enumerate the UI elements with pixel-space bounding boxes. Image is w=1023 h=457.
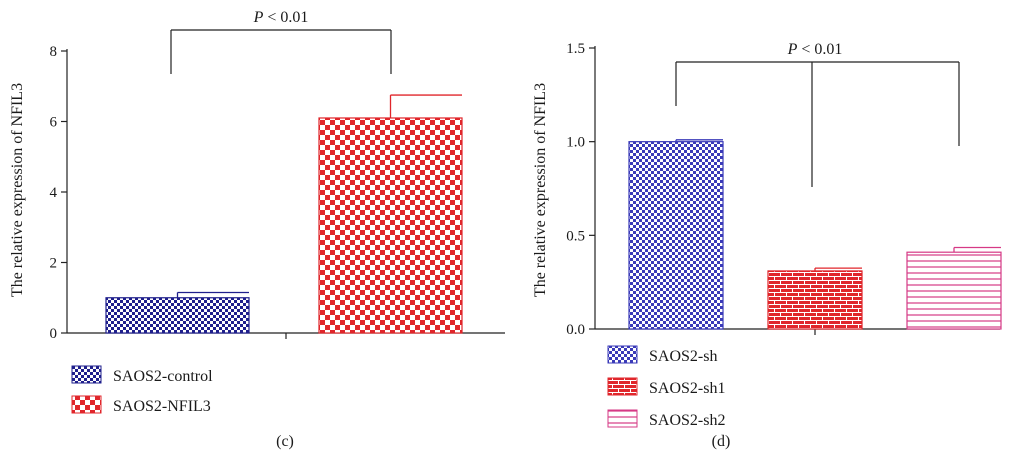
- legend-label: SAOS2-sh1: [649, 380, 725, 397]
- legend: SAOS2-control SAOS2-NFIL3: [71, 365, 213, 415]
- p-symbol: P: [787, 41, 798, 58]
- legend-swatch: [71, 365, 102, 384]
- y-tick-label: 6: [50, 115, 58, 131]
- y-tick-label: 4: [50, 185, 58, 201]
- y-tick-label: 8: [50, 44, 58, 60]
- bar-SAOS2-sh1: [767, 270, 863, 330]
- p-threshold: < 0.01: [797, 41, 842, 58]
- legend-label: SAOS2-NFIL3: [113, 398, 211, 415]
- legend: SAOS2-sh SAOS2-sh1 SAOS2-sh2: [607, 345, 725, 429]
- bars: [628, 139, 1002, 330]
- y-tick-label: 1.5: [566, 41, 585, 57]
- p-value-label: P < 0.01: [253, 9, 309, 26]
- bar-SAOS2-control: [105, 297, 250, 334]
- panel-label: (d): [712, 433, 731, 450]
- p-symbol: P: [253, 9, 264, 26]
- y-axis-label: The relative expression of NFIL3: [9, 83, 26, 297]
- y-tick-label: 1.0: [566, 135, 585, 151]
- legend-label: SAOS2-sh2: [649, 412, 725, 429]
- y-tick-label: 0.0: [566, 322, 585, 338]
- significance-bracket: P < 0.01: [170, 9, 392, 74]
- bar-SAOS2-sh: [628, 141, 724, 330]
- panel-d: The relative expression of NFIL3 0.0 0.5 1…: [532, 41, 1002, 450]
- bar-SAOS2-NFIL3: [318, 117, 463, 334]
- y-tick-label: 2: [50, 256, 58, 272]
- y-axis-label: The relative expression of NFIL3: [532, 83, 549, 297]
- panel-label: (c): [276, 433, 294, 450]
- significance-bracket: P < 0.01: [675, 41, 960, 187]
- legend-swatch: [71, 395, 102, 414]
- y-tick-label: 0: [50, 326, 58, 342]
- p-threshold: < 0.01: [263, 9, 308, 26]
- legend-swatch: [607, 377, 638, 396]
- legend-label: SAOS2-sh: [649, 348, 717, 365]
- p-value-label: P < 0.01: [787, 41, 843, 58]
- legend-swatch: [607, 409, 638, 428]
- bars: [105, 94, 463, 334]
- panel-c: The relative expression of NFIL3 0 2 4 6 8 P…: [9, 9, 505, 450]
- y-tick-label: 0.5: [566, 228, 585, 244]
- bar-SAOS2-sh2: [906, 251, 1002, 330]
- legend-swatch: [607, 345, 638, 364]
- legend-label: SAOS2-control: [113, 368, 213, 385]
